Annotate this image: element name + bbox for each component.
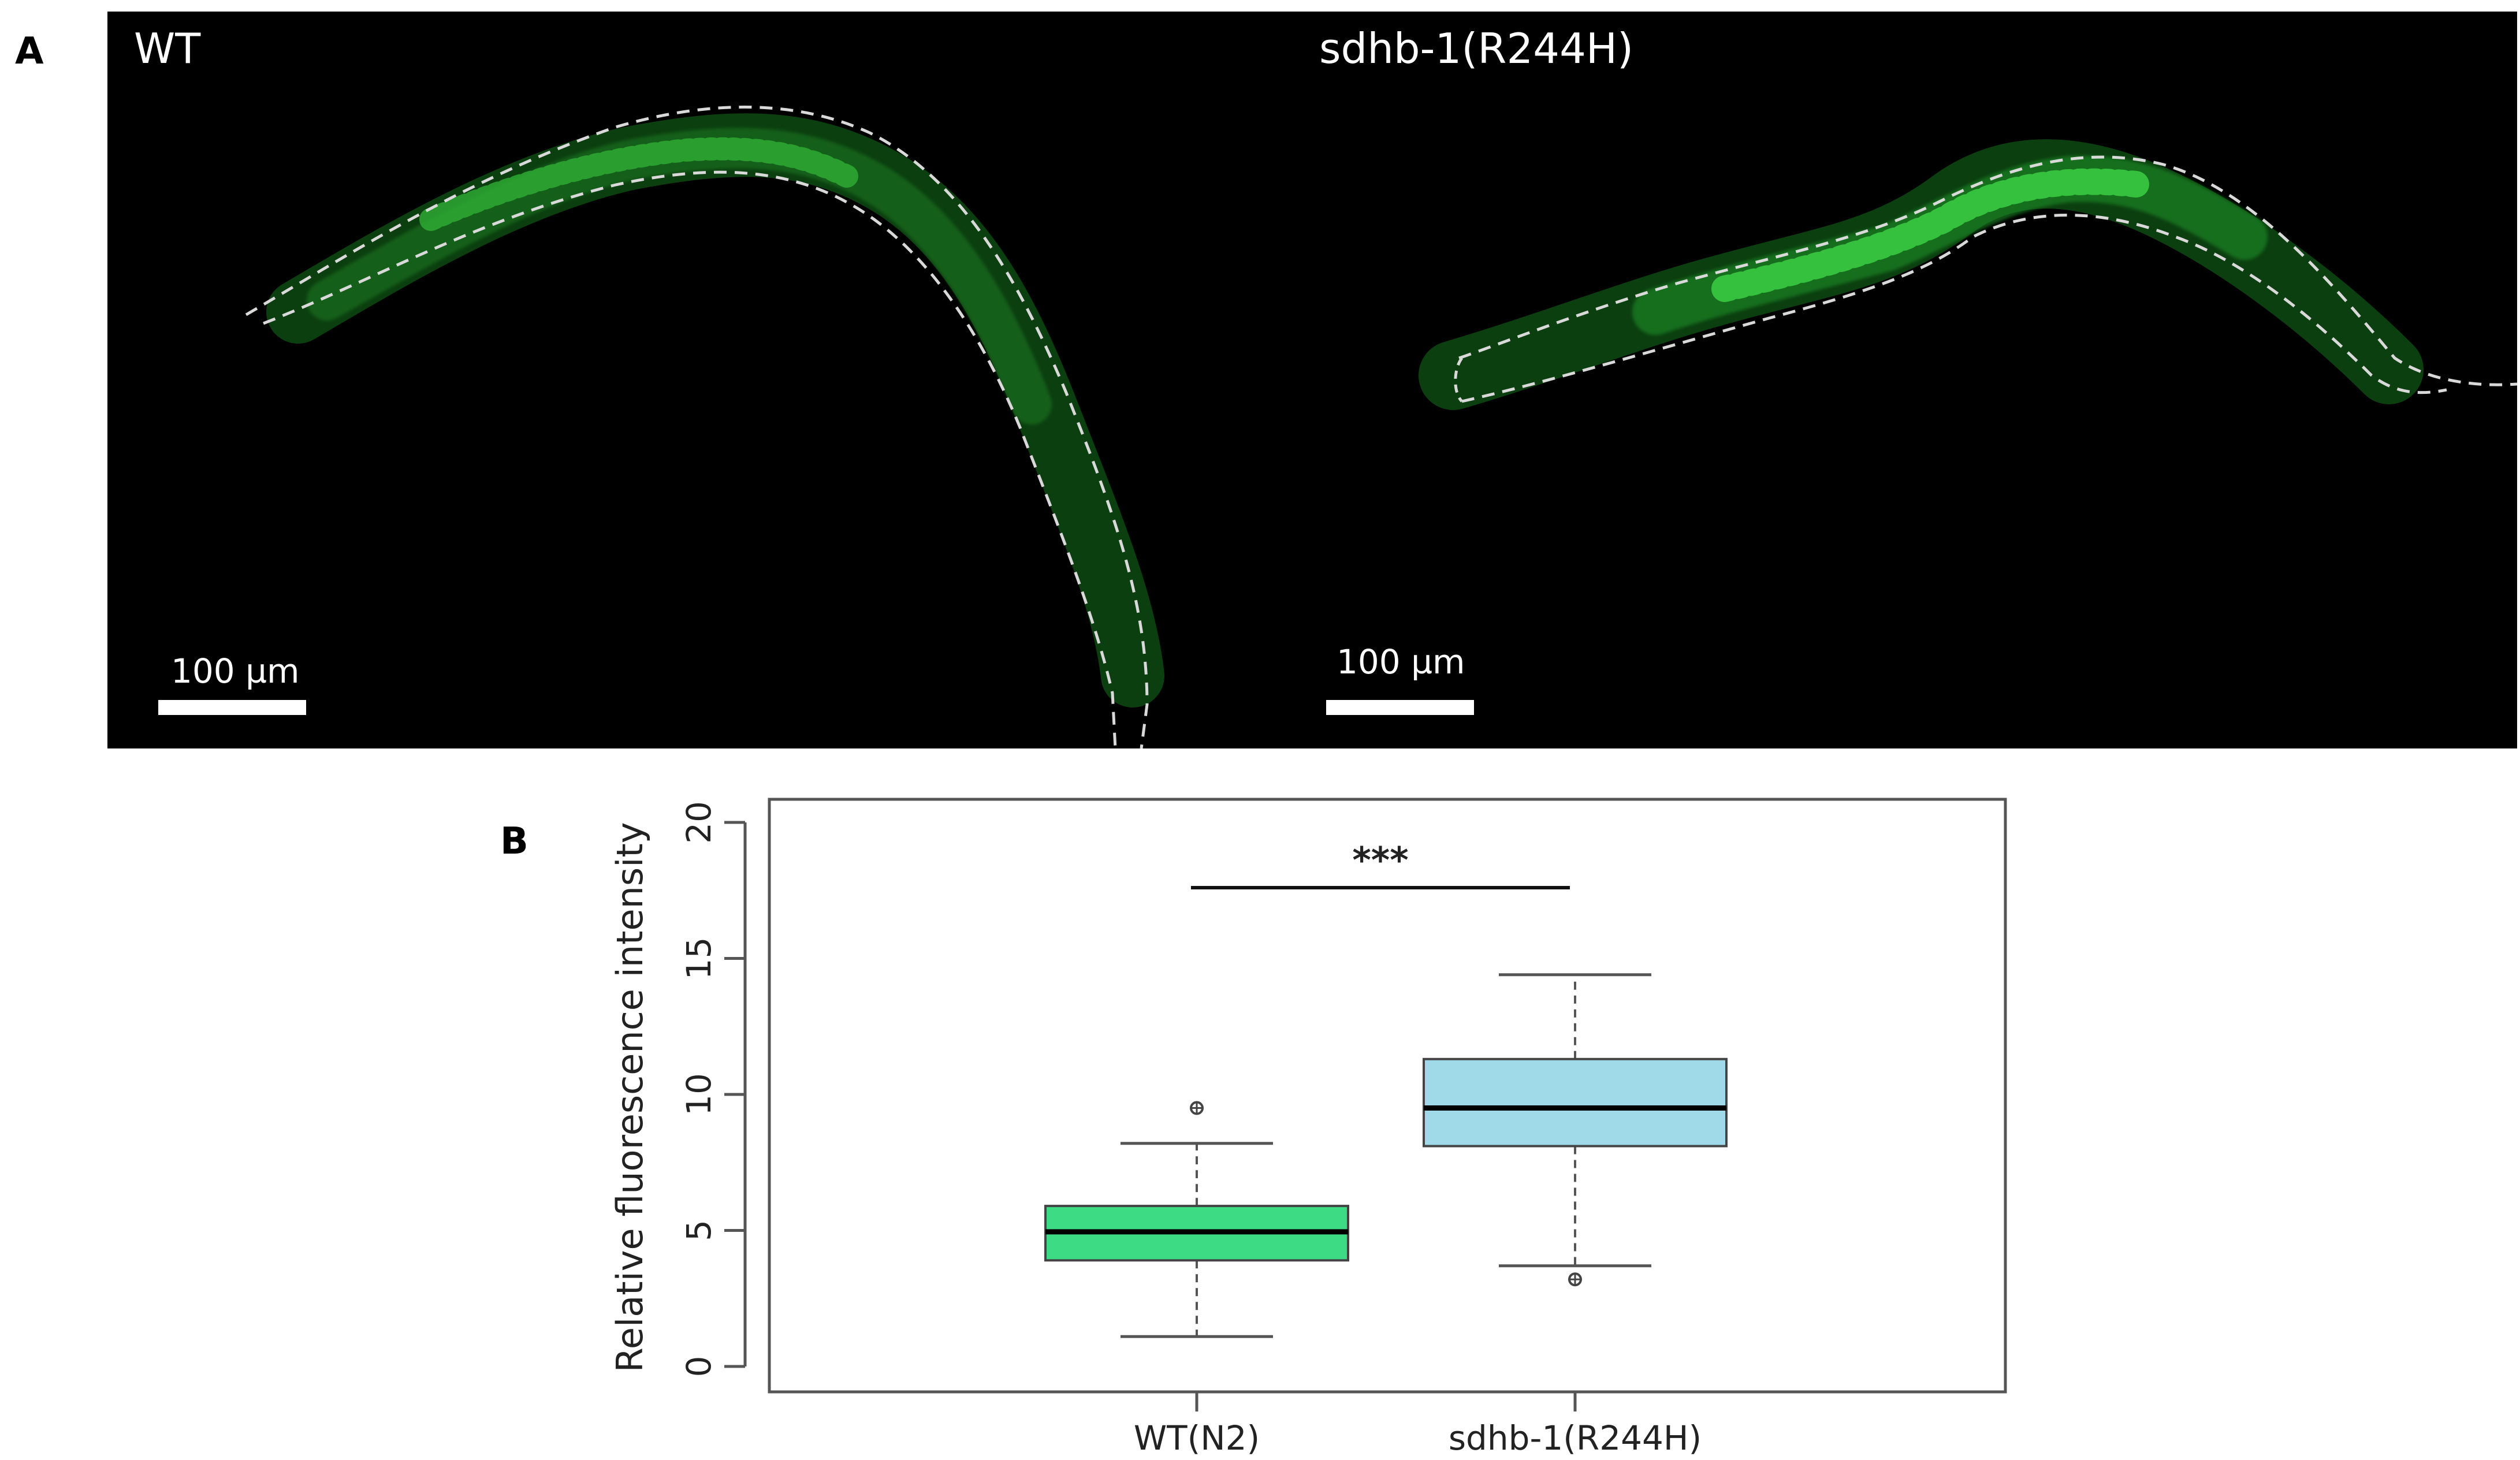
scale-bar-right — [1326, 700, 1474, 715]
y-tick-label: 10 — [679, 1073, 719, 1116]
significance-annotation: *** — [1191, 839, 1570, 890]
x-axis: WT(N2) sdhb-1(R244H) — [1134, 1392, 1702, 1458]
y-axis-title: Relative fluorescence intensity — [609, 822, 651, 1373]
y-tick-label: 20 — [679, 801, 719, 844]
panel-b-letter: B — [500, 820, 528, 863]
box-mutant — [1423, 973, 1728, 1287]
mutant-worm — [1419, 139, 2517, 410]
scale-bar-label-left: 100 µm — [171, 651, 300, 691]
scale-bar-label-right: 100 µm — [1337, 642, 1465, 681]
boxplot-chart: 0 5 10 15 20 Relative fluorescence intensity… — [609, 798, 2007, 1458]
y-tick-label: 5 — [679, 1220, 719, 1241]
box-wt — [1044, 1101, 1349, 1338]
significance-label: *** — [1352, 839, 1408, 881]
mutant-image-label: sdhb-1(R244H) — [1319, 24, 1634, 73]
box-series — [1044, 973, 1728, 1338]
y-axis: 0 5 10 15 20 — [679, 801, 747, 1377]
scale-bar-left — [158, 700, 306, 715]
wt-worm — [245, 105, 1164, 748]
wt-image-label: WT — [134, 24, 201, 73]
x-tick-label: sdhb-1(R244H) — [1449, 1418, 1702, 1458]
y-tick-label: 15 — [679, 937, 719, 980]
iqr-box — [1423, 1057, 1728, 1148]
panel-a-letter: A — [15, 30, 44, 73]
worm-images — [245, 105, 2517, 748]
plot-frame — [768, 798, 2007, 1394]
y-tick-label: 0 — [679, 1356, 719, 1377]
micrograph-panel: WT sdhb-1(R244H) 100 µm 100 µm — [107, 12, 2517, 748]
x-tick-label: WT(N2) — [1134, 1418, 1260, 1458]
